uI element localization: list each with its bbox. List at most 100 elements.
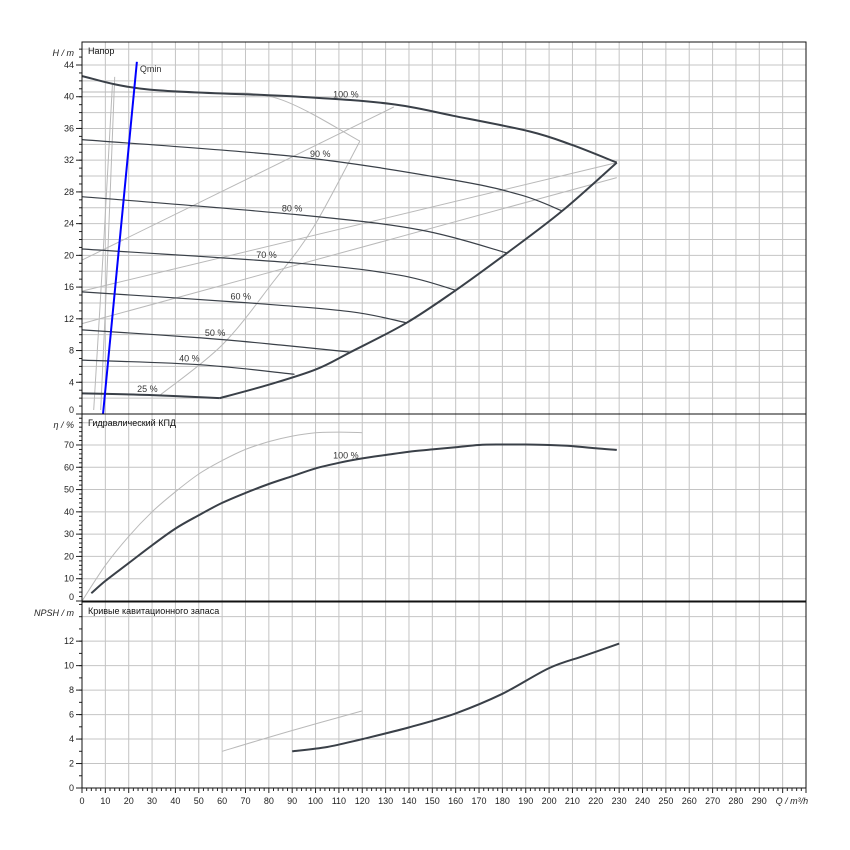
y-tick-label: 16 xyxy=(64,282,74,292)
panel-frame xyxy=(81,413,807,602)
panel-efficiency: 0 10 20 30 40 50 60 70 η / % Гидравлический КПД 10… xyxy=(53,413,807,602)
x-tick-label: 110 xyxy=(332,796,346,806)
y-tick-label: 0 xyxy=(69,592,74,602)
curve-50 xyxy=(81,329,351,353)
x-tick-label: 100 xyxy=(308,796,323,806)
panel-frame xyxy=(81,601,807,789)
x-tick-label: 0 xyxy=(79,796,84,806)
x-tick-label: 220 xyxy=(588,796,603,806)
y-tick-label: 40 xyxy=(64,507,74,517)
x-tick-label: 20 xyxy=(124,796,134,806)
x-tick-label: 260 xyxy=(682,796,697,806)
x-tick-label: 210 xyxy=(565,796,580,806)
curve-label: 60 % xyxy=(231,291,252,301)
y-tick-label: 0 xyxy=(69,783,74,793)
y-tick-label: 4 xyxy=(69,734,74,744)
x-tick-label: 120 xyxy=(355,796,370,806)
y-tick-label: 24 xyxy=(64,219,74,229)
x-tick-label: 190 xyxy=(518,796,533,806)
x-tick-label: 160 xyxy=(448,796,463,806)
y-tick-label: 6 xyxy=(69,710,74,720)
y-axis-label: H / m xyxy=(53,48,75,58)
y-tick-label: 28 xyxy=(64,187,74,197)
x-tick-label: 70 xyxy=(240,796,250,806)
x-tick-label: 290 xyxy=(752,796,767,806)
x-tick-label: 270 xyxy=(705,796,720,806)
y-tick-label: 60 xyxy=(64,462,74,472)
y-tick-label: 12 xyxy=(64,314,74,324)
curve-100 xyxy=(90,443,617,594)
x-tick-label: 80 xyxy=(264,796,274,806)
x-tick-label: 170 xyxy=(472,796,487,806)
y-tick-label: 12 xyxy=(64,636,74,646)
y-tick-label: 20 xyxy=(64,250,74,260)
curve-70 xyxy=(81,248,456,291)
secondary-curve-alt-impeller-head xyxy=(81,91,361,142)
secondary-curve-system-line-1 xyxy=(81,106,395,261)
x-tick-label: 30 xyxy=(147,796,157,806)
curve-max-limit xyxy=(219,161,618,400)
curve-label: 50 % xyxy=(205,328,226,338)
y-tick-label: 36 xyxy=(64,123,74,133)
y-tick-label: 40 xyxy=(64,92,74,102)
curve-80 xyxy=(81,196,508,254)
y-tick-label: 50 xyxy=(64,485,74,495)
x-tick-label: 280 xyxy=(728,796,743,806)
x-tick-label: 130 xyxy=(378,796,393,806)
y-tick-label: 44 xyxy=(64,60,74,70)
y-tick-label: 70 xyxy=(64,440,74,450)
panel-head: 0 4 8 12 16 20 24 28 32 36 40 44 H / m Напор 100 % 90 %… xyxy=(53,41,807,415)
secondary-curve-system-line-2 xyxy=(81,162,617,292)
panel-title: Гидравлический КПД xyxy=(88,418,176,428)
secondary-curve-alt-impeller-npsh xyxy=(221,710,363,752)
x-tick-label: 150 xyxy=(425,796,440,806)
qmin-label: Qmin xyxy=(140,64,162,74)
curve-100 xyxy=(81,75,618,164)
x-tick-label: 50 xyxy=(194,796,204,806)
secondary-curve-near-vertical-2 xyxy=(100,76,116,411)
x-tick-label: 250 xyxy=(658,796,673,806)
x-tick-label: 200 xyxy=(542,796,557,806)
curve-label: 25 % xyxy=(137,384,158,394)
curve-label: 90 % xyxy=(310,149,331,159)
x-tick-label: 240 xyxy=(635,796,650,806)
y-axis-label: η / % xyxy=(53,420,74,430)
curve-90 xyxy=(81,139,563,212)
x-tick-label: 10 xyxy=(100,796,110,806)
curve-label: 100 % xyxy=(333,89,359,99)
y-tick-label: 10 xyxy=(64,574,74,584)
secondary-curve-efficiency-iso xyxy=(159,140,361,396)
y-tick-label: 32 xyxy=(64,155,74,165)
x-tick-label: 40 xyxy=(170,796,180,806)
x-tick-label: 180 xyxy=(495,796,510,806)
x-tick-label: 90 xyxy=(287,796,297,806)
curve-60 xyxy=(81,291,407,324)
panel-title: Кривые кавитационного запаса xyxy=(88,606,219,616)
y-tick-label: 2 xyxy=(69,759,74,769)
curve-label: 40 % xyxy=(179,353,200,363)
curve-label: 70 % xyxy=(256,250,277,260)
y-tick-label: 0 xyxy=(69,405,74,415)
y-tick-label: 4 xyxy=(69,377,74,387)
secondary-curve-alt-impeller-efficiency xyxy=(81,431,363,602)
secondary-curve-near-vertical-1 xyxy=(93,84,113,411)
curve-label: 100 % xyxy=(333,450,359,460)
y-tick-label: 8 xyxy=(69,685,74,695)
curve-25 xyxy=(81,392,220,400)
x-tick-label: 230 xyxy=(612,796,627,806)
y-tick-label: 30 xyxy=(64,529,74,539)
panel-title: Напор xyxy=(88,46,114,56)
x-tick-label: 60 xyxy=(217,796,227,806)
secondary-curve-system-line-3 xyxy=(81,177,617,325)
y-tick-label: 8 xyxy=(69,346,74,356)
y-tick-label: 10 xyxy=(64,661,74,671)
y-axis-label: NPSH / m xyxy=(34,608,75,618)
y-tick-label: 20 xyxy=(64,551,74,561)
x-tick-label: 140 xyxy=(401,796,416,806)
curve-label: 80 % xyxy=(282,203,303,213)
qmin-line xyxy=(102,61,138,415)
curve-npsh-100 xyxy=(292,642,620,753)
x-axis-label: Q / m³/h xyxy=(776,796,809,806)
panel-npsh: 0 2 4 6 8 10 12 NPSH / m Кривые кавитационного з… xyxy=(34,601,807,793)
